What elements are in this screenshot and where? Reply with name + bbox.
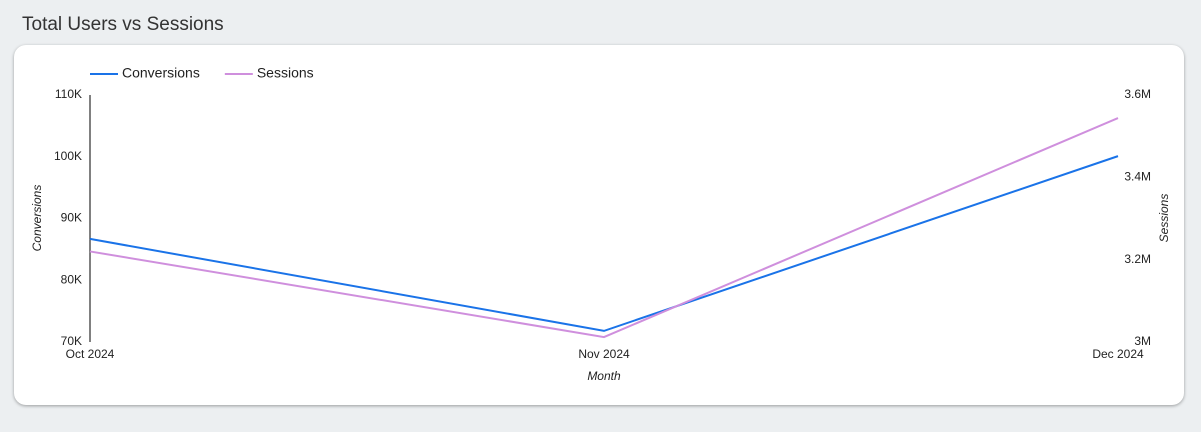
legend-label: Conversions [122,65,200,81]
x-tick-label: Dec 2024 [1092,347,1144,361]
y2-tick-label: 3.6M [1124,87,1151,101]
series-line [89,117,1119,339]
y-tick-label: 110K [55,87,82,101]
y-tick-label: 70K [61,334,82,348]
chart-title: Total Users vs Sessions [22,14,224,35]
x-axis-title: Month [587,369,621,383]
y-tick-label: 90K [61,211,82,225]
series-line [89,155,1119,332]
y2-tick-label: 3.2M [1124,252,1151,266]
y2-axis-title: Sessions [1157,194,1171,243]
y-tick-label: 80K [61,272,82,286]
y-tick-label: 100K [54,149,82,163]
legend-label: Sessions [257,65,314,81]
y2-tick-label: 3M [1134,334,1151,348]
x-tick-label: Oct 2024 [66,347,115,361]
chart-card [14,45,1184,405]
x-tick-label: Nov 2024 [578,347,630,361]
y2-tick-label: 3.4M [1124,170,1151,184]
y-axis-title: Conversions [30,185,44,252]
